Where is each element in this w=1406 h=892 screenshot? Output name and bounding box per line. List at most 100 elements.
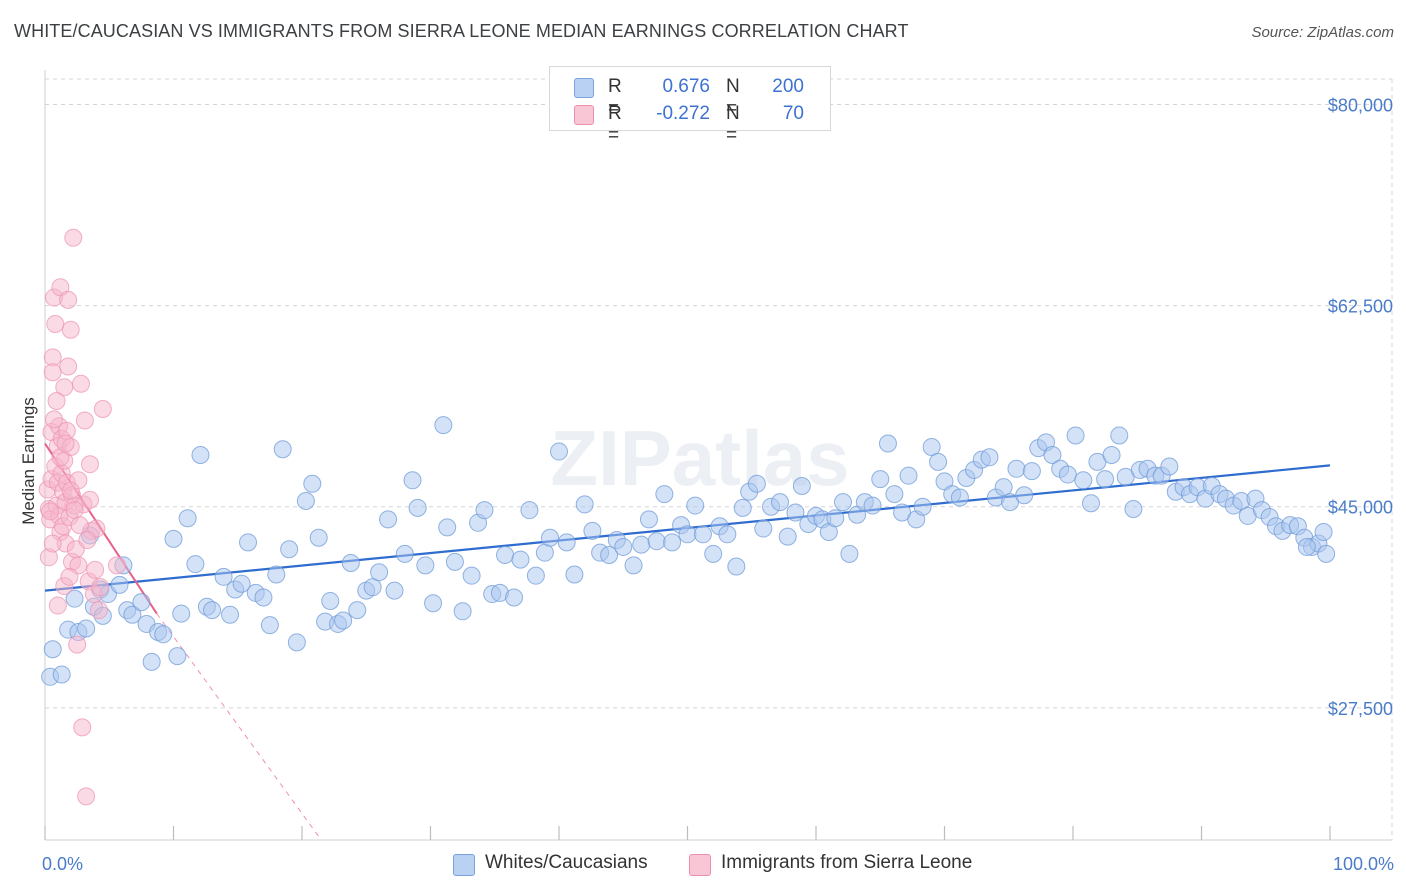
data-point <box>1066 426 1085 445</box>
data-point <box>89 601 108 620</box>
legend-r-value: -0.272 <box>656 103 710 124</box>
legend-label-sierra-leone: Immigrants from Sierra Leone <box>721 852 973 873</box>
data-point <box>863 496 882 515</box>
data-point <box>416 556 435 575</box>
legend-n-label: N = <box>726 76 740 119</box>
data-point <box>994 478 1013 497</box>
data-point <box>1317 544 1336 563</box>
x-tick-label-end: 100.0% <box>1333 854 1394 874</box>
data-point <box>267 565 286 584</box>
data-point <box>899 466 918 485</box>
data-point <box>191 446 210 464</box>
data-point <box>1043 446 1062 464</box>
data-point <box>164 529 183 548</box>
data-point <box>78 531 97 550</box>
data-point <box>840 544 859 563</box>
data-point <box>686 496 705 515</box>
data-point <box>48 596 67 615</box>
data-point <box>833 493 852 512</box>
data-point <box>771 493 790 512</box>
data-point <box>1007 459 1026 478</box>
data-point <box>363 578 382 597</box>
data-point <box>93 400 112 419</box>
data-point <box>600 545 619 564</box>
axes <box>44 70 1392 841</box>
trend-line-sierra-leone-extension <box>156 613 322 841</box>
y-tick-label: $45,000 <box>1328 498 1393 518</box>
data-point <box>43 534 62 553</box>
data-point <box>408 498 427 517</box>
data-point <box>254 588 273 607</box>
data-point <box>65 501 84 520</box>
data-point <box>379 510 398 529</box>
data-point <box>792 477 811 496</box>
data-point <box>550 442 568 461</box>
data-point <box>704 544 723 563</box>
data-point <box>913 497 932 516</box>
data-point <box>348 601 367 620</box>
data-point <box>647 532 666 551</box>
data-point <box>1096 470 1115 489</box>
data-point <box>496 545 515 564</box>
data-point <box>64 228 83 247</box>
data-point <box>678 525 697 544</box>
data-point <box>575 495 594 514</box>
data-point <box>73 718 92 737</box>
data-point <box>693 525 712 544</box>
data-point <box>168 647 187 666</box>
y-axis-label: Median Earnings <box>19 397 38 525</box>
data-point <box>239 533 258 552</box>
data-point <box>123 605 142 624</box>
data-point <box>1015 486 1034 505</box>
data-point <box>178 509 197 528</box>
data-point <box>47 391 66 410</box>
data-point <box>475 501 494 520</box>
data-point <box>445 552 464 571</box>
data-point <box>1314 523 1333 541</box>
legend-r-value: 0.676 <box>662 76 710 97</box>
chart-title: WHITE/CAUCASIAN VS IMMIGRANTS FROM SIERR… <box>14 21 909 41</box>
correlation-legend: R = 0.676 N = 200 R = -0.272 N = 70 <box>549 66 831 146</box>
source-label: Source: ZipAtlas.com <box>1251 24 1394 41</box>
data-point <box>885 485 904 504</box>
data-point <box>71 374 90 393</box>
data-point <box>80 490 99 509</box>
data-point <box>232 574 251 593</box>
data-point <box>583 521 602 540</box>
data-point <box>754 519 773 538</box>
data-point <box>75 411 94 430</box>
legend-swatch-sierra-leone <box>689 854 711 876</box>
legend-r-label: R = <box>608 103 622 146</box>
y-tick-label: $27,500 <box>1328 699 1393 719</box>
data-point <box>280 540 299 559</box>
data-point <box>142 652 161 671</box>
data-point <box>535 543 554 562</box>
data-point <box>132 593 151 612</box>
data-point <box>526 566 545 585</box>
data-point <box>59 357 78 376</box>
series-whites-points <box>41 416 1336 686</box>
data-point <box>296 491 315 510</box>
data-point <box>718 525 737 544</box>
data-point <box>786 503 805 522</box>
data-point <box>70 516 89 535</box>
data-point <box>370 563 389 582</box>
data-point <box>260 616 279 635</box>
data-point <box>403 471 422 490</box>
data-point <box>663 533 682 552</box>
data-point <box>60 567 79 586</box>
data-point <box>453 602 472 621</box>
data-point <box>505 588 524 607</box>
data-point <box>922 437 941 456</box>
data-point <box>154 625 173 644</box>
data-point <box>56 434 75 453</box>
data-point <box>1124 500 1143 519</box>
data-point <box>655 485 674 504</box>
data-point <box>91 578 110 597</box>
data-point <box>1081 494 1100 513</box>
data-point <box>557 533 576 552</box>
data-point <box>511 550 530 569</box>
data-point <box>303 474 322 493</box>
data-point <box>826 509 845 528</box>
data-point <box>727 557 746 576</box>
